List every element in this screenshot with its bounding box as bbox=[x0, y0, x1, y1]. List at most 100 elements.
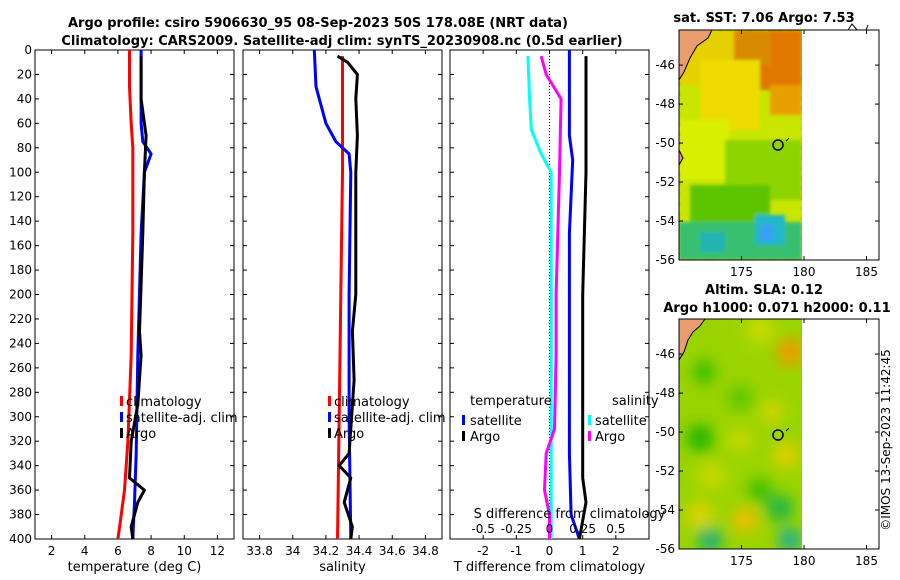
series-line bbox=[312, 49, 353, 540]
top-tick-label: 0.25 bbox=[569, 522, 596, 536]
y-tick-label: 360 bbox=[9, 483, 32, 497]
map-y-tick-label: -50 bbox=[655, 425, 675, 439]
y-tick-label: 180 bbox=[9, 263, 32, 277]
x-tick-label: 8 bbox=[147, 544, 155, 558]
y-tick-label: 400 bbox=[9, 532, 32, 546]
x-tick-label: 2 bbox=[48, 544, 56, 558]
map-y-tick-label: -50 bbox=[655, 136, 675, 150]
top-tick-label: 0 bbox=[546, 522, 554, 536]
y-tick-label: 220 bbox=[9, 312, 32, 326]
y-tick-label: 40 bbox=[17, 92, 32, 106]
x-tick-label: 10 bbox=[177, 544, 192, 558]
sst-map-title: sat. SST: 7.06 Argo: 7.53 bbox=[673, 11, 854, 26]
figure-title-line1: Argo profile: csiro 5906630_95 08-Sep-20… bbox=[68, 16, 568, 31]
legend-label: satellite bbox=[470, 414, 522, 429]
x-axis-label: T difference from climatology bbox=[453, 560, 646, 575]
difference-profile-panel: -2 -1 0 1 2 T difference from climatology S di… bbox=[449, 49, 666, 575]
salinity-profile-panel: 33.8 34 34.2 34.4 34.6 34.8 salinity climatolog… bbox=[242, 49, 446, 575]
sst-heatmap bbox=[679, 30, 802, 260]
map-y-tick-label: -54 bbox=[655, 214, 675, 228]
y-tick-label: 0 bbox=[24, 43, 32, 57]
y-tick-label: 160 bbox=[9, 239, 32, 253]
map-y-tick-label: -48 bbox=[655, 97, 675, 111]
legend-swatch bbox=[462, 415, 465, 425]
map-y-tick-label: -46 bbox=[655, 58, 675, 72]
legend-label: satellite-adj. clim bbox=[334, 411, 446, 426]
y-tick-label: 100 bbox=[9, 165, 32, 179]
legend-label: Argo bbox=[334, 427, 364, 442]
y-tick-label: 80 bbox=[17, 141, 32, 155]
legend-group-title: temperature bbox=[470, 394, 552, 409]
y-tick-label: 380 bbox=[9, 508, 32, 522]
y-tick-label: 60 bbox=[17, 116, 32, 130]
x-tick-label: 0 bbox=[546, 544, 554, 558]
x-tick-label: 6 bbox=[114, 544, 122, 558]
legend-swatch bbox=[588, 415, 591, 425]
y-tick-label: 280 bbox=[9, 385, 32, 399]
top-tick-label: -0.5 bbox=[471, 522, 494, 536]
x-tick-label: -2 bbox=[477, 544, 489, 558]
x-tick-label: -1 bbox=[510, 544, 522, 558]
temperature-profile-panel: 0 20 40 60 80 100 120 140 160 180 200 220 240 260 280 3… bbox=[9, 43, 238, 575]
top-axis-title: S difference from climatology bbox=[474, 507, 666, 522]
x-tick-label: 34.6 bbox=[379, 544, 406, 558]
x-tick-label: 1 bbox=[579, 544, 587, 558]
legend-label: Argo bbox=[595, 430, 625, 445]
legend-swatch bbox=[328, 412, 331, 422]
top-tick-label: 0.5 bbox=[606, 522, 625, 536]
legend-swatch bbox=[120, 428, 123, 438]
map-y-tick-label: -52 bbox=[655, 464, 675, 478]
map-y-tick-label: -56 bbox=[655, 542, 675, 556]
series-line bbox=[567, 50, 581, 540]
map-x-tick-label: 180 bbox=[793, 265, 816, 279]
map-y-tick-label: -56 bbox=[655, 253, 675, 267]
sla-map-subtitle: Argo h1000: 0.071 h2000: 0.11 bbox=[663, 301, 890, 316]
legend-swatch bbox=[588, 431, 591, 441]
map-y-tick-label: -48 bbox=[655, 386, 675, 400]
y-tick-label: 300 bbox=[9, 410, 32, 424]
series-line bbox=[336, 56, 344, 540]
top-tick-label: -0.25 bbox=[501, 522, 532, 536]
sst-argo-marker bbox=[772, 139, 784, 151]
legend-swatch bbox=[328, 428, 331, 438]
plot-frame bbox=[449, 49, 650, 540]
map-y-tick-label: -54 bbox=[655, 503, 675, 517]
x-axis-label: salinity bbox=[319, 560, 366, 575]
series-line bbox=[526, 56, 553, 539]
x-tick-label: 12 bbox=[210, 544, 225, 558]
series-line bbox=[128, 56, 148, 540]
map-x-tick-label: 175 bbox=[730, 265, 753, 279]
y-tick-label: 120 bbox=[9, 190, 32, 204]
y-tick-label: 340 bbox=[9, 459, 32, 473]
sla-argo-marker bbox=[772, 429, 784, 441]
legend-label: climatology bbox=[126, 395, 202, 410]
map-x-tick-label: 185 bbox=[855, 265, 878, 279]
x-axis-label: temperature (deg C) bbox=[68, 560, 202, 575]
x-tick-label: 4 bbox=[81, 544, 89, 558]
map-y-tick-label: -52 bbox=[655, 175, 675, 189]
legend-swatch bbox=[120, 396, 123, 406]
x-tick-label: 34.8 bbox=[412, 544, 439, 558]
figure-title-line2: Climatology: CARS2009. Satellite-adj cli… bbox=[61, 34, 622, 49]
x-tick-label: 2 bbox=[612, 544, 620, 558]
legend-swatch bbox=[328, 396, 331, 406]
legend-label: Argo bbox=[126, 427, 156, 442]
series-line bbox=[539, 55, 563, 539]
legend-label: climatology bbox=[334, 395, 410, 410]
series-line bbox=[577, 56, 588, 540]
legend-swatch bbox=[120, 412, 123, 422]
legend-group-title: salinity bbox=[612, 394, 659, 409]
y-tick-label: 20 bbox=[17, 67, 32, 81]
map-x-tick-label: 180 bbox=[793, 554, 816, 568]
sst-map-panel: 175 180 185 -46 -48 -50 -52 -54 -56 bbox=[655, 23, 880, 279]
map-x-tick-label: 185 bbox=[855, 554, 878, 568]
x-tick-label: 33.8 bbox=[246, 544, 273, 558]
sla-heatmap bbox=[679, 319, 802, 549]
legend-swatch bbox=[462, 431, 465, 441]
imos-watermark: ©IMOS 13-Sep-2023 11:42:45 bbox=[879, 349, 893, 531]
map-y-tick-label: -46 bbox=[655, 347, 675, 361]
sla-map-title: Altim. SLA: 0.12 bbox=[705, 283, 823, 298]
y-tick-label: 140 bbox=[9, 214, 32, 228]
x-tick-label: 34 bbox=[285, 544, 300, 558]
